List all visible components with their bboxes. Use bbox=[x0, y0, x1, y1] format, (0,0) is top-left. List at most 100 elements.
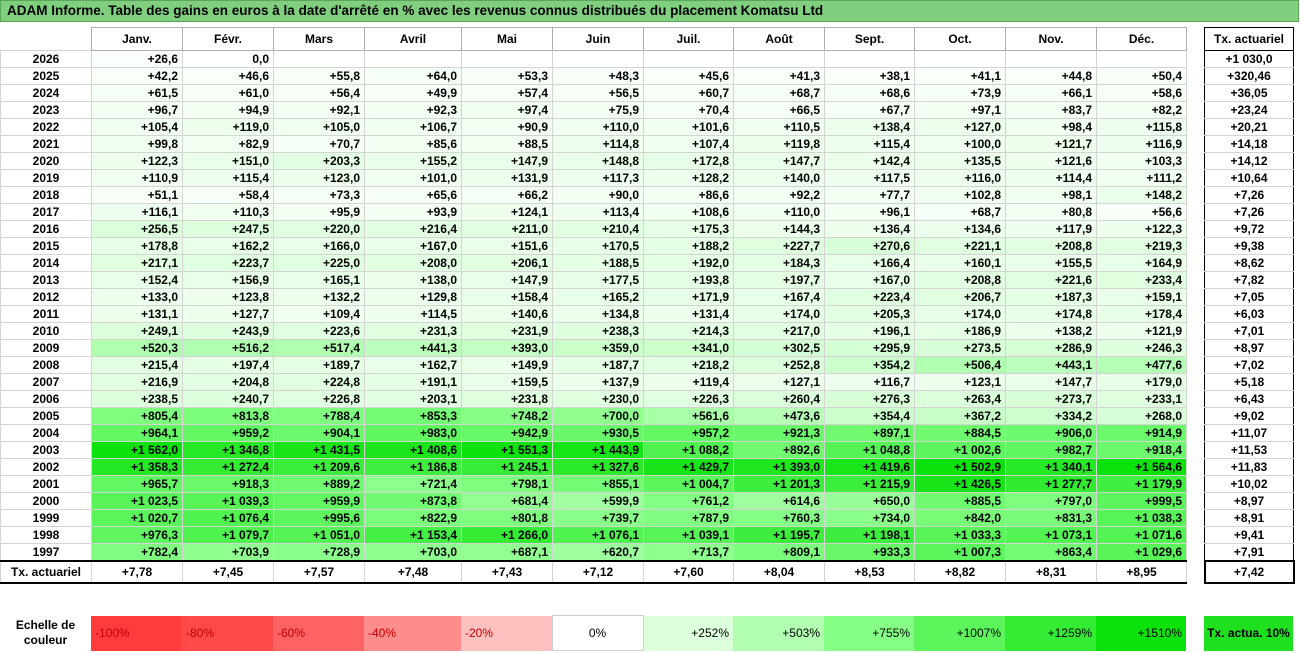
gain-cell: +166,0 bbox=[273, 237, 365, 255]
gain-cell: +219,3 bbox=[1096, 237, 1187, 255]
gain-cell: +1 408,6 bbox=[364, 441, 462, 459]
table-row: 2008 +215,4 +197,4 +189,7 +162,7 +149,9 +187,7… bbox=[0, 356, 1294, 374]
month-header: Mars bbox=[273, 27, 365, 51]
gain-cell: +748,2 bbox=[461, 407, 553, 425]
gain-cell: +142,4 bbox=[824, 152, 915, 170]
gain-cell: +906,0 bbox=[1005, 424, 1097, 442]
gain-cell: +223,4 bbox=[824, 288, 915, 306]
gain-cell bbox=[733, 50, 825, 68]
gain-cell: +477,6 bbox=[1096, 356, 1187, 374]
gain-cell: +728,9 bbox=[273, 543, 365, 562]
tx-cell: +11,07 bbox=[1204, 424, 1294, 442]
gain-cell: +359,0 bbox=[552, 339, 644, 357]
gain-cell: +302,5 bbox=[733, 339, 825, 357]
table-row: 2020 +122,3 +151,0 +203,3 +155,2 +147,9 +148,8… bbox=[0, 152, 1294, 170]
year-label: 2015 bbox=[0, 237, 92, 255]
gain-cell: +140,6 bbox=[461, 305, 553, 323]
footer-row: Tx. actuariel +7,78 +7,45 +7,57 +7,48 +7,43 +7… bbox=[0, 560, 1295, 584]
gain-cell: +167,0 bbox=[824, 271, 915, 289]
column-gap bbox=[1186, 458, 1205, 476]
gain-cell: +1 039,1 bbox=[643, 526, 734, 544]
year-label: 2023 bbox=[0, 101, 92, 119]
tx-cell: +8,91 bbox=[1204, 509, 1294, 527]
gain-cell: +1 346,8 bbox=[182, 441, 274, 459]
gain-cell: +178,4 bbox=[1096, 305, 1187, 323]
table-row: 1998 +976,3 +1 079,7 +1 051,0 +1 153,4 +1 266… bbox=[0, 526, 1294, 544]
gain-cell: +1 079,7 bbox=[182, 526, 274, 544]
gain-cell bbox=[1096, 50, 1187, 68]
gain-cell bbox=[364, 50, 462, 68]
gain-cell: +152,4 bbox=[91, 271, 183, 289]
gain-cell: +174,0 bbox=[733, 305, 825, 323]
gain-cell: +117,5 bbox=[824, 169, 915, 187]
column-gap bbox=[1186, 288, 1205, 306]
gain-cell: +354,2 bbox=[824, 356, 915, 374]
year-label: 2006 bbox=[0, 390, 92, 408]
gain-cell: +148,2 bbox=[1096, 186, 1187, 204]
gain-cell: +721,4 bbox=[364, 475, 462, 493]
gain-cell: +110,3 bbox=[182, 203, 274, 221]
gain-cell: +223,6 bbox=[273, 322, 365, 340]
gain-cell: +187,7 bbox=[552, 356, 644, 374]
table-row: 2002 +1 358,3 +1 272,4 +1 209,6 +1 186,8 +1 2… bbox=[0, 458, 1294, 476]
gain-cell: +98,1 bbox=[1005, 186, 1097, 204]
gain-cell: +159,1 bbox=[1096, 288, 1187, 306]
gain-cell: +166,4 bbox=[824, 254, 915, 272]
column-gap bbox=[1186, 186, 1205, 204]
tx-cell: +9,02 bbox=[1204, 407, 1294, 425]
tx-cell: +1 030,0 bbox=[1204, 50, 1294, 68]
gain-cell: +206,1 bbox=[461, 254, 553, 272]
year-label: 2008 bbox=[0, 356, 92, 374]
gain-cell: +177,5 bbox=[552, 271, 644, 289]
gain-cell: +51,1 bbox=[91, 186, 183, 204]
gain-cell: +119,0 bbox=[182, 118, 274, 136]
gain-cell: +1 277,7 bbox=[1005, 475, 1097, 493]
table-row: 2016 +256,5 +247,5 +220,0 +216,4 +211,0 +210,4… bbox=[0, 220, 1294, 238]
tx-cell: +9,72 bbox=[1204, 220, 1294, 238]
gain-cell: +809,1 bbox=[733, 543, 825, 562]
gain-cell: +863,4 bbox=[1005, 543, 1097, 562]
gain-cell: +1 039,3 bbox=[182, 492, 274, 510]
table-row: 2009 +520,3 +516,2 +517,4 +441,3 +393,0 +359,0… bbox=[0, 339, 1294, 357]
month-header: Juil. bbox=[643, 27, 734, 51]
gain-cell: +49,9 bbox=[364, 84, 462, 102]
column-gap bbox=[1186, 84, 1205, 102]
gain-cell: +1 179,9 bbox=[1096, 475, 1187, 493]
tx-cell: +7,01 bbox=[1204, 322, 1294, 340]
gain-cell: +155,2 bbox=[364, 152, 462, 170]
gain-cell: +224,8 bbox=[273, 373, 365, 391]
gain-cell: 0,0 bbox=[182, 50, 274, 68]
column-gap bbox=[1186, 305, 1205, 323]
table-row: 2001 +965,7 +918,3 +889,2 +721,4 +798,1 +855,1… bbox=[0, 475, 1294, 493]
gain-cell: +68,7 bbox=[733, 84, 825, 102]
gain-cell: +45,6 bbox=[643, 67, 734, 85]
month-header: Nov. bbox=[1005, 27, 1097, 51]
table-row: 2006 +238,5 +240,7 +226,8 +203,1 +231,8 +230,0… bbox=[0, 390, 1294, 408]
gain-cell: +227,7 bbox=[733, 237, 825, 255]
gain-cell: +787,9 bbox=[643, 509, 734, 527]
gain-cell: +103,3 bbox=[1096, 152, 1187, 170]
tx-cell: +6,03 bbox=[1204, 305, 1294, 323]
gain-cell: +107,4 bbox=[643, 135, 734, 153]
gain-cell: +164,9 bbox=[1096, 254, 1187, 272]
footer-cell: +7,12 bbox=[552, 560, 644, 584]
gain-cell bbox=[552, 50, 644, 68]
gain-cell: +86,6 bbox=[643, 186, 734, 204]
gain-cell: +295,9 bbox=[824, 339, 915, 357]
tx-cell: +320,46 bbox=[1204, 67, 1294, 85]
gain-cell: +127,1 bbox=[733, 373, 825, 391]
gain-cell: +108,6 bbox=[643, 203, 734, 221]
gain-cell: +1 004,7 bbox=[643, 475, 734, 493]
gain-cell: +801,8 bbox=[461, 509, 553, 527]
gain-cell: +1 071,6 bbox=[1096, 526, 1187, 544]
gain-cell: +918,3 bbox=[182, 475, 274, 493]
gain-cell: +204,8 bbox=[182, 373, 274, 391]
year-label: 2022 bbox=[0, 118, 92, 136]
gain-cell: +138,2 bbox=[1005, 322, 1097, 340]
year-label: 2010 bbox=[0, 322, 92, 340]
gain-cell: +102,8 bbox=[914, 186, 1006, 204]
gain-cell: +734,0 bbox=[824, 509, 915, 527]
gain-cell: +1 266,0 bbox=[461, 526, 553, 544]
gain-cell: +128,2 bbox=[643, 169, 734, 187]
tx-cell: +14,18 bbox=[1204, 135, 1294, 153]
